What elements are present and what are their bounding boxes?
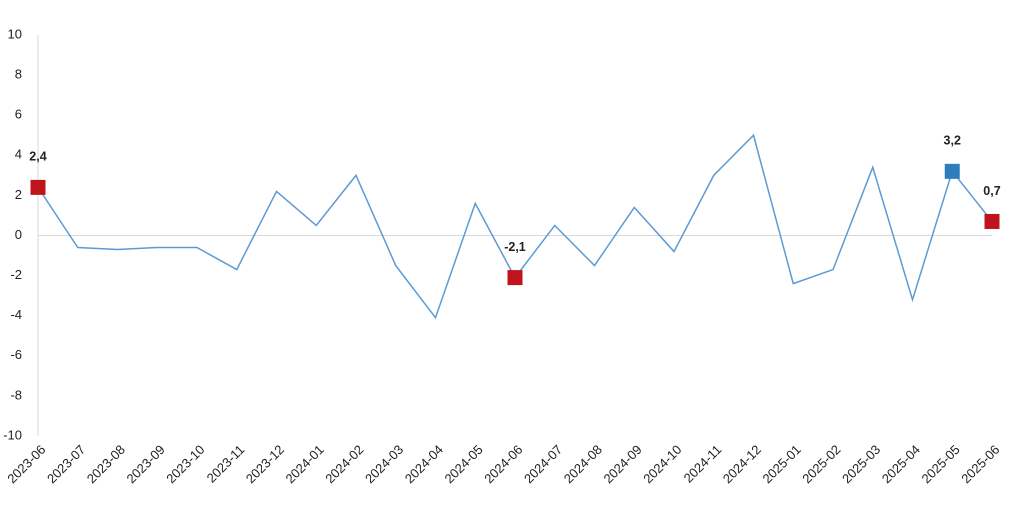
y-tick-label: -8 <box>10 387 22 402</box>
x-tick-label: 2025-04 <box>879 442 923 486</box>
data-label: -2,1 <box>504 240 526 254</box>
y-tick-label: 4 <box>15 147 22 162</box>
x-tick-label: 2024-06 <box>481 442 525 486</box>
y-tick-label: 0 <box>15 227 22 242</box>
line <box>37 133 993 320</box>
y-tick-label: 6 <box>15 107 22 122</box>
x-tick-label: 2024-01 <box>282 442 326 486</box>
y-tick-label: 10 <box>8 26 22 41</box>
x-tick-label: 2025-01 <box>759 442 803 486</box>
x-tick-label: 2024-12 <box>720 442 764 486</box>
data-label: 2,4 <box>29 150 46 164</box>
marker <box>30 179 46 195</box>
marker <box>944 163 960 179</box>
marker <box>984 213 1000 229</box>
x-tick-label: 2024-08 <box>561 442 605 486</box>
x-tick-label: 2023-08 <box>84 442 128 486</box>
x-tick-label: 2023-07 <box>44 442 88 486</box>
x-tick-label: 2024-10 <box>640 442 684 486</box>
y-tick-label: -2 <box>10 267 22 282</box>
x-tick-label: 2024-02 <box>322 442 366 486</box>
y-tick-label: -4 <box>10 307 22 322</box>
x-tick-label: 2024-03 <box>362 442 406 486</box>
x-tick-label: 2023-12 <box>243 442 287 486</box>
x-tick-label: 2025-05 <box>918 442 962 486</box>
x-tick-label: 2023-11 <box>204 442 248 486</box>
x-tick-label: 2024-05 <box>441 442 485 486</box>
y-tick-label: 8 <box>15 67 22 82</box>
x-tick-label: 2023-06 <box>4 442 48 486</box>
x-tick-label: 2023-10 <box>163 442 207 486</box>
x-tick-label: 2024-09 <box>600 442 644 486</box>
x-tick-label: 2024-11 <box>681 442 725 486</box>
x-tick-label: 2024-04 <box>402 442 446 486</box>
x-tick-label: 2025-02 <box>799 442 843 486</box>
x-tick-label: 2025-03 <box>839 442 883 486</box>
y-tick-label: -10 <box>3 427 22 442</box>
y-tick-label: 2 <box>15 187 22 202</box>
x-tick-label: 2023-09 <box>123 442 167 486</box>
x-tick-label: 2025-06 <box>958 442 1002 486</box>
y-tick-label: -6 <box>10 347 22 362</box>
x-tick-label: 2024-07 <box>521 442 565 486</box>
data-label: 0,7 <box>983 184 1000 198</box>
marker <box>507 270 523 286</box>
data-label: 3,2 <box>944 134 961 148</box>
